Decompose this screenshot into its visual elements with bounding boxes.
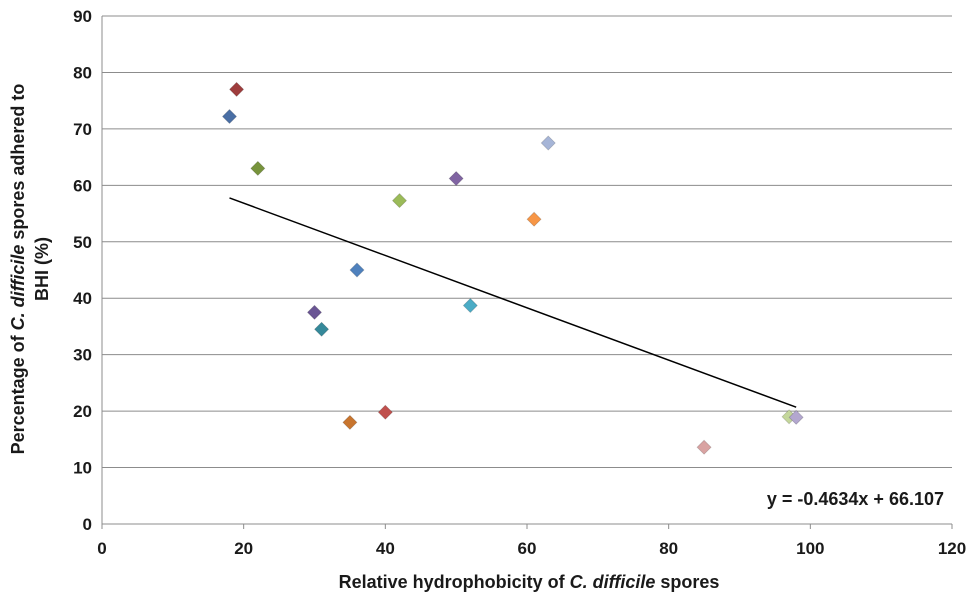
data-point-marker: [788, 409, 804, 425]
data-point-marker: [540, 135, 556, 151]
data-points: [221, 81, 804, 455]
data-point-marker: [391, 193, 408, 209]
data-point-marker: [526, 211, 542, 227]
data-point-marker: [221, 108, 238, 125]
y-tick-label: 20: [73, 402, 92, 421]
data-point-marker: [250, 160, 266, 176]
y-tick-label: 40: [73, 289, 92, 308]
x-axis-title: Relative hydrophobicity of C. difficile …: [339, 572, 720, 592]
axes: [101, 16, 953, 529]
x-tick-labels: 0 20 40 60 80 100 120: [97, 539, 966, 558]
x-tick-label: 40: [376, 539, 395, 558]
y-tick-label: 90: [73, 7, 92, 26]
svg-text:Percentage of C. difficile spo: Percentage of C. difficile spores adhere…: [8, 84, 28, 455]
data-point-marker: [377, 404, 393, 420]
x-tick-label: 80: [659, 539, 678, 558]
x-tick-label: 120: [938, 539, 966, 558]
data-point-marker: [696, 439, 712, 455]
data-point-marker: [342, 414, 358, 430]
y-tick-label: 60: [73, 176, 92, 195]
gridlines: [102, 15, 952, 469]
trendline-equation: y = -0.4634x + 66.107: [767, 489, 944, 509]
data-point-marker: [462, 297, 478, 314]
y-axis-title: Percentage of C. difficile spores adhere…: [8, 84, 52, 455]
x-tick-label: 60: [518, 539, 537, 558]
data-point-marker: [448, 170, 464, 187]
svg-text:BHI (%): BHI (%): [32, 237, 52, 301]
data-point-marker: [314, 321, 330, 337]
trendline: [229, 197, 797, 408]
x-tick-label: 0: [97, 539, 106, 558]
y-tick-label: 30: [73, 346, 92, 365]
data-point-marker: [229, 81, 245, 97]
data-point-marker: [306, 304, 323, 320]
y-tick-label: 10: [73, 459, 92, 478]
y-tick-label: 0: [83, 515, 92, 534]
y-tick-labels: 0 10 20 30 40 50 60 70 80 90: [73, 7, 92, 534]
y-tick-label: 70: [73, 120, 92, 139]
trendline-line: [229, 197, 797, 408]
y-tick-label: 80: [73, 63, 92, 82]
data-point-marker: [349, 262, 365, 278]
y-tick-label: 50: [73, 233, 92, 252]
x-tick-label: 20: [234, 539, 253, 558]
x-tick-label: 100: [796, 539, 824, 558]
